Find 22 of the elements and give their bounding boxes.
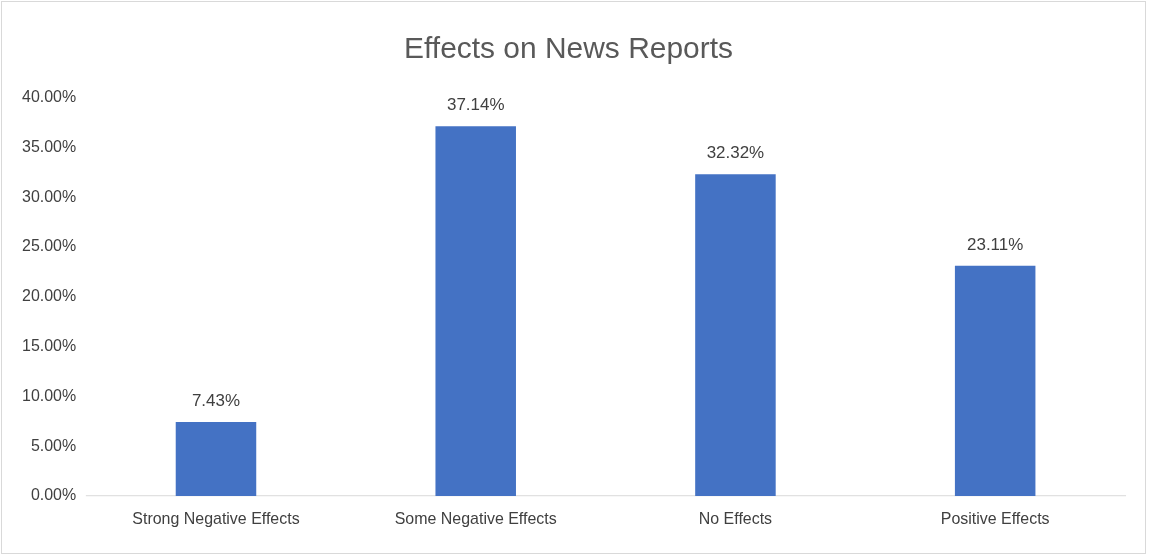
y-tick-label: 0.00% xyxy=(30,486,77,504)
data-label: 32.32% xyxy=(706,143,765,163)
y-tick-label: 20.00% xyxy=(22,287,77,305)
data-label: 23.11% xyxy=(967,235,1024,255)
y-tick-label: 5.00% xyxy=(30,436,77,454)
data-label: 37.14% xyxy=(446,95,505,115)
bar xyxy=(435,126,516,497)
y-tick-label: 40.00% xyxy=(22,88,77,106)
bar xyxy=(954,265,1036,497)
y-tick-label: 30.00% xyxy=(22,187,77,205)
chart-title: Effects on News Reports xyxy=(404,31,733,65)
y-tick-label: 15.00% xyxy=(22,337,77,355)
x-tick-label: Positive Effects xyxy=(940,509,1050,527)
data-label: 7.43% xyxy=(191,391,241,411)
y-tick-label: 10.00% xyxy=(22,386,77,404)
bar xyxy=(175,422,257,497)
x-tick-label: No Effects xyxy=(698,509,773,527)
bar xyxy=(695,174,776,497)
y-tick-label: 25.00% xyxy=(22,237,77,255)
x-tick-label: Some Negative Effects xyxy=(394,509,557,527)
y-tick-label: 35.00% xyxy=(22,137,77,155)
x-tick-label: Strong Negative Effects xyxy=(132,509,300,527)
